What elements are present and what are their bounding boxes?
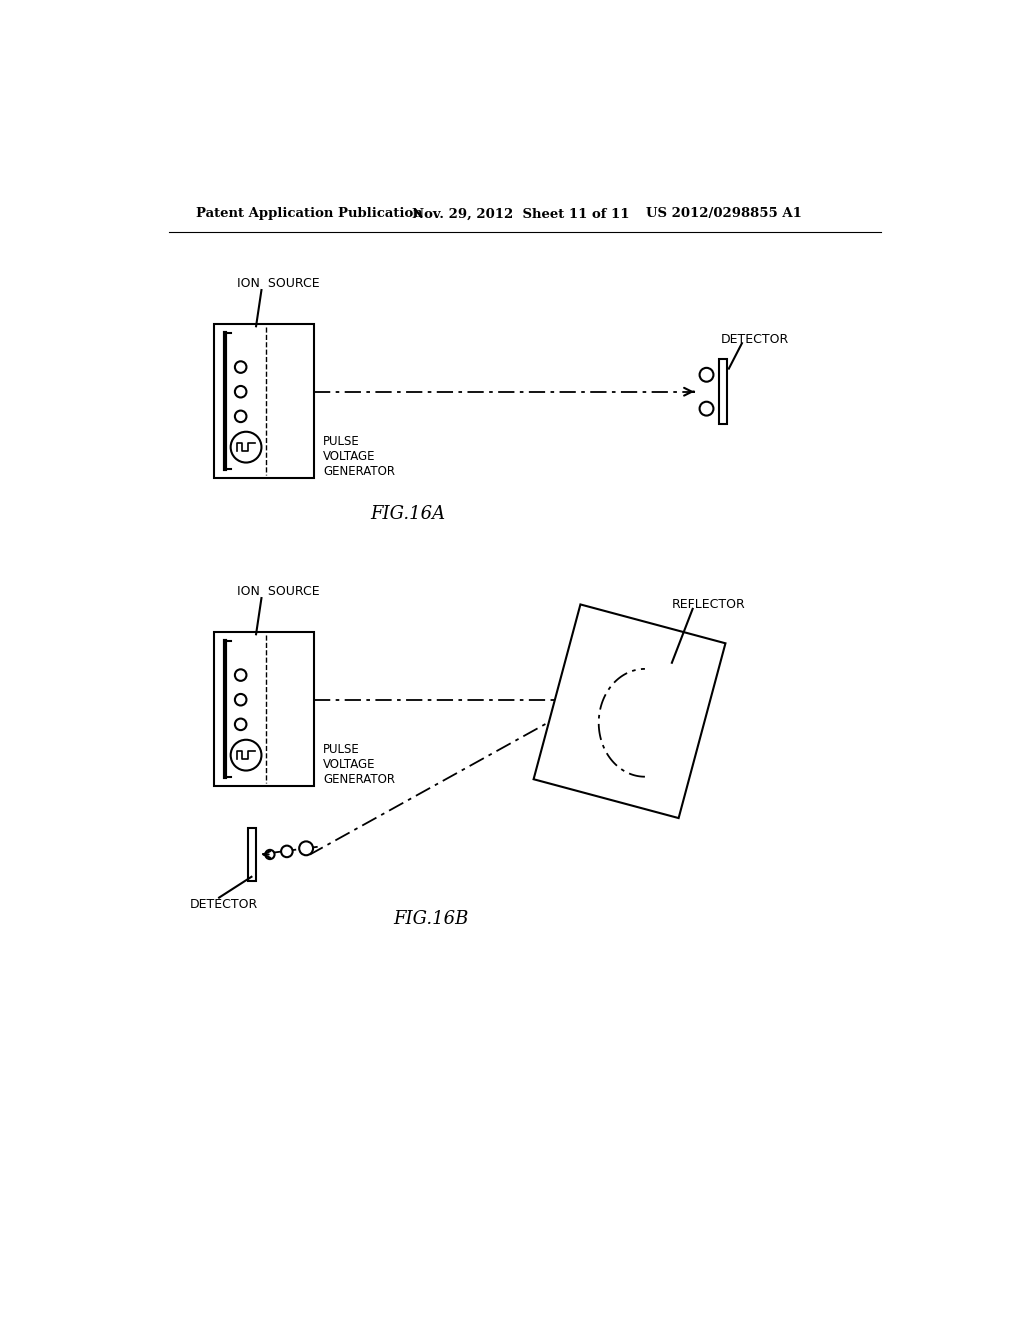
- Text: US 2012/0298855 A1: US 2012/0298855 A1: [646, 207, 803, 220]
- Circle shape: [282, 846, 293, 857]
- Text: DETECTOR: DETECTOR: [720, 333, 788, 346]
- Text: PULSE
VOLTAGE
GENERATOR: PULSE VOLTAGE GENERATOR: [323, 743, 395, 785]
- Circle shape: [699, 368, 714, 381]
- Circle shape: [234, 694, 247, 705]
- Text: DETECTOR: DETECTOR: [189, 898, 258, 911]
- Text: PULSE
VOLTAGE
GENERATOR: PULSE VOLTAGE GENERATOR: [323, 434, 395, 478]
- Circle shape: [234, 411, 247, 422]
- Bar: [214, 632, 313, 785]
- Circle shape: [234, 669, 247, 681]
- Circle shape: [230, 432, 261, 462]
- Text: REFLECTOR: REFLECTOR: [672, 598, 745, 611]
- Text: Patent Application Publication: Patent Application Publication: [196, 207, 423, 220]
- Bar: [214, 323, 313, 478]
- Text: FIG.16A: FIG.16A: [371, 506, 445, 523]
- Circle shape: [265, 850, 274, 859]
- Circle shape: [234, 362, 247, 372]
- Circle shape: [299, 841, 313, 855]
- Bar: [719, 359, 727, 424]
- Text: FIG.16B: FIG.16B: [393, 909, 469, 928]
- Text: ION  SOURCE: ION SOURCE: [237, 585, 319, 598]
- Circle shape: [230, 739, 261, 771]
- Text: ION  SOURCE: ION SOURCE: [237, 277, 319, 290]
- Circle shape: [234, 385, 247, 397]
- Text: Nov. 29, 2012  Sheet 11 of 11: Nov. 29, 2012 Sheet 11 of 11: [412, 207, 629, 220]
- Polygon shape: [534, 605, 725, 818]
- Bar: [248, 829, 256, 880]
- Circle shape: [234, 718, 247, 730]
- Circle shape: [699, 401, 714, 416]
